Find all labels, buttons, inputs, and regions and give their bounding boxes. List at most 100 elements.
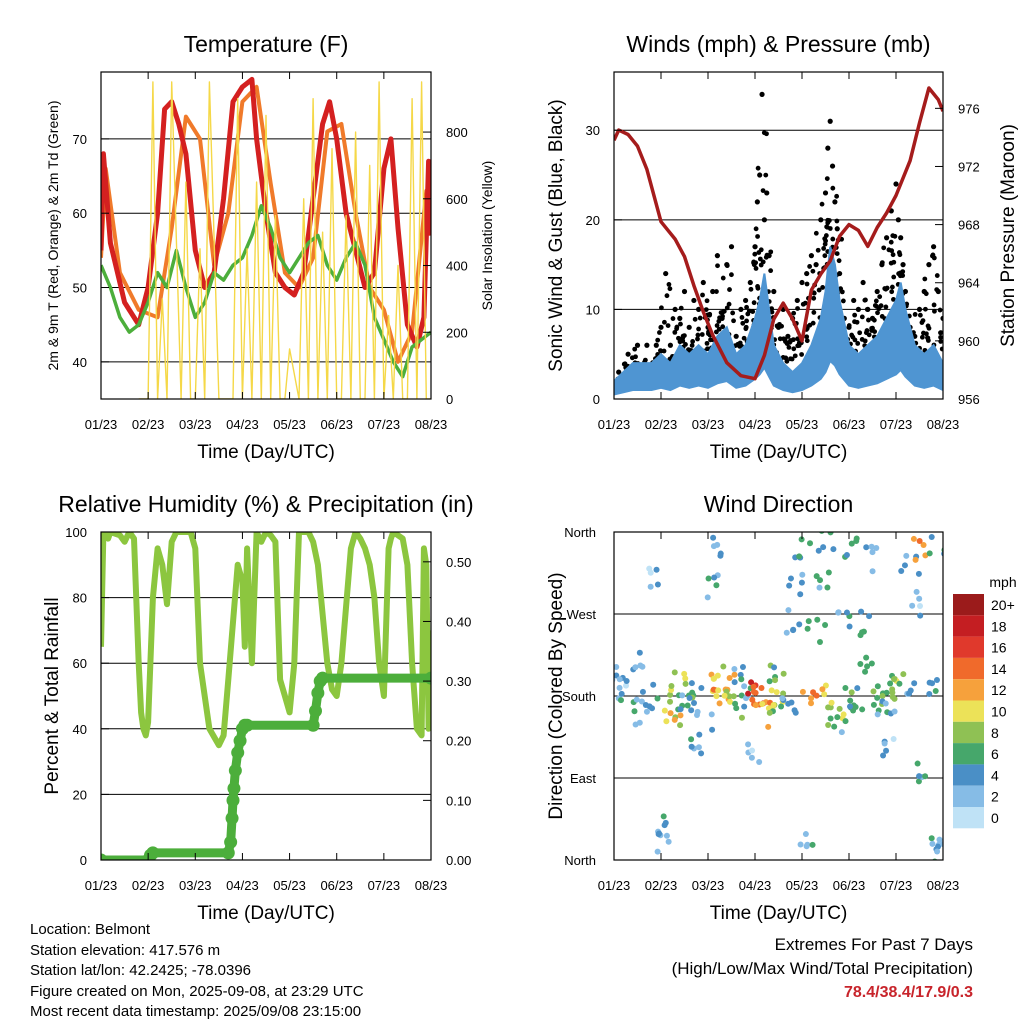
gust-point — [822, 253, 828, 259]
gust-point — [851, 297, 857, 304]
gust-point — [786, 344, 792, 350]
direction-point — [623, 682, 630, 689]
direction-point — [866, 613, 873, 620]
direction-point — [631, 708, 638, 715]
direction-point — [915, 570, 922, 577]
direction-point — [682, 675, 689, 682]
direction-point — [890, 735, 897, 742]
gust-point — [795, 343, 801, 349]
direction-point — [838, 729, 845, 736]
x-tick-label: 06/23 — [833, 878, 866, 893]
gust-point — [695, 336, 700, 342]
y-tick-label: West — [567, 607, 597, 622]
gust-point — [834, 226, 840, 232]
direction-point — [786, 582, 793, 589]
direction-point — [926, 550, 933, 557]
gust-point — [824, 224, 830, 230]
gust-point — [700, 292, 705, 298]
direction-point — [804, 625, 811, 632]
direction-point — [731, 671, 738, 678]
gust-point — [875, 310, 880, 316]
gust-point — [810, 268, 816, 274]
direction-point — [846, 623, 853, 630]
gust-point — [766, 253, 772, 259]
t9m-line — [101, 84, 431, 364]
gust-point — [917, 312, 923, 318]
direction-point — [916, 538, 923, 545]
gust-point — [714, 323, 720, 328]
gust-point — [658, 348, 663, 353]
panel-humidity: Relative Humidity (%) & Precipitation (i… — [42, 491, 474, 924]
direction-point — [912, 556, 919, 563]
direction-point — [911, 680, 918, 687]
direction-point — [684, 702, 691, 709]
gust-point — [879, 260, 885, 266]
x-tick-label: 04/23 — [226, 878, 259, 893]
y-tick-label: South — [562, 689, 596, 704]
direction-point — [820, 544, 827, 551]
gust-point — [900, 273, 906, 278]
gust-point — [839, 289, 845, 295]
y-right-tick-label: 960 — [958, 334, 980, 349]
precip-point — [240, 718, 254, 732]
direction-point — [698, 685, 705, 692]
plot-area — [614, 532, 950, 860]
x-tick-label: 07/23 — [880, 417, 913, 432]
gust-point — [818, 217, 824, 223]
x-tick-label: 01/23 — [85, 878, 118, 893]
direction-point — [827, 715, 834, 722]
gust-point — [753, 266, 759, 271]
gust-point — [738, 306, 744, 313]
gust-point — [690, 339, 696, 344]
direction-point — [869, 549, 876, 556]
direction-point — [864, 663, 871, 670]
y-right-axis-label: Station Pressure (Maroon) — [998, 124, 1019, 347]
gust-point — [836, 258, 842, 264]
x-tick-label: 08/23 — [927, 878, 960, 893]
y-tick-label: 30 — [586, 123, 600, 138]
gust-point — [715, 263, 720, 269]
direction-point — [663, 832, 670, 839]
y-tick-label: 70 — [73, 132, 87, 147]
gust-point — [787, 339, 793, 345]
direction-point — [944, 546, 950, 552]
legend-label: 6 — [991, 746, 999, 762]
gust-point — [937, 307, 943, 313]
gust-point — [677, 315, 683, 321]
direction-point — [822, 682, 829, 689]
direction-point — [741, 683, 748, 690]
direction-point — [822, 621, 829, 628]
gust-point — [674, 326, 680, 332]
direction-point — [896, 680, 903, 687]
direction-point — [771, 664, 778, 671]
gust-point — [743, 326, 749, 332]
gust-point — [720, 313, 725, 319]
pressure-line — [614, 86, 943, 381]
gust-point — [740, 320, 746, 326]
precip-point — [306, 718, 320, 732]
t2m-line — [101, 76, 431, 350]
gust-point — [923, 331, 929, 337]
direction-point — [741, 703, 748, 710]
direction-point — [681, 670, 688, 677]
gust-point — [923, 291, 929, 297]
gust-point — [759, 91, 765, 97]
direction-point — [704, 594, 711, 601]
gust-point — [925, 335, 930, 341]
gust-point — [657, 330, 662, 335]
direction-point — [662, 819, 669, 826]
gust-point — [633, 354, 638, 360]
direction-point — [688, 680, 695, 687]
plot-frame — [613, 531, 944, 861]
x-tick-label: 03/23 — [179, 417, 212, 432]
direction-point — [731, 679, 738, 686]
direction-point — [720, 663, 727, 670]
gust-point — [658, 324, 664, 330]
direction-point — [738, 714, 745, 721]
legend-swatch — [953, 594, 984, 616]
direction-point — [818, 532, 825, 534]
figure-created: Figure created on Mon, 2025-09-08, at 23… — [30, 982, 364, 1000]
gust-point — [784, 358, 790, 364]
gust-point — [857, 330, 863, 336]
gust-point — [919, 334, 925, 340]
